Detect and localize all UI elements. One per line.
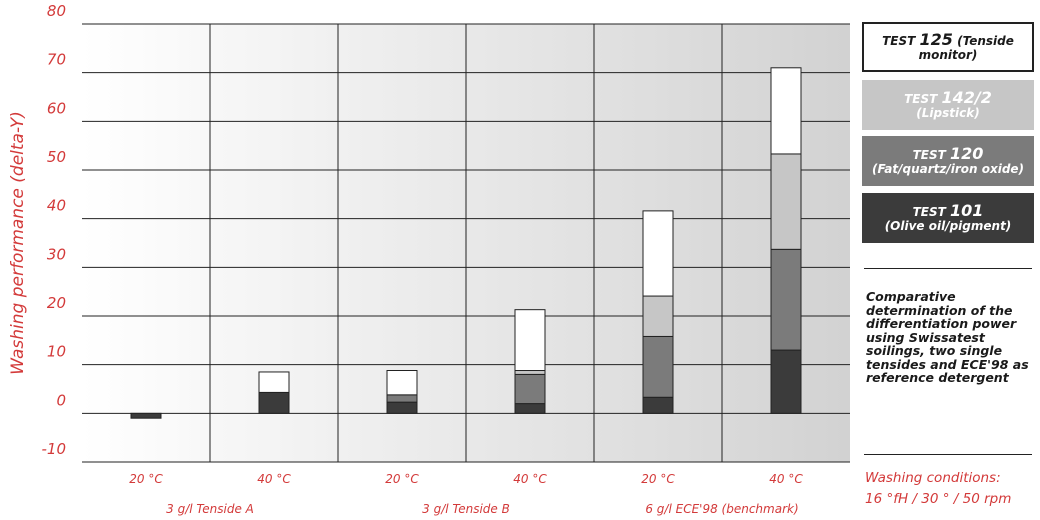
x-axis: 20 °C 40 °C 20 °C 40 °C 20 °C 40 °C 3 g/l Tens… [129, 472, 803, 516]
y-tick-label: 80 [47, 2, 66, 20]
bar-segment [771, 154, 801, 249]
y-tick-label: 0 [56, 391, 66, 409]
bar-segment [387, 371, 417, 395]
bar-segment [515, 371, 545, 375]
bar-segment [131, 413, 161, 418]
y-tick-label: -10 [42, 440, 67, 458]
x-tick-label: 40 °C [257, 472, 291, 486]
bar-segment [515, 404, 545, 414]
bar-segment [771, 249, 801, 350]
x-tick-label: 40 °C [513, 472, 547, 486]
washing-conditions: Washing conditions: 16 °fH / 30 ° / 50 r… [865, 468, 1040, 510]
y-tick-label: 30 [47, 245, 66, 263]
bar-segment [259, 372, 289, 392]
conditions-line: Washing conditions: [865, 468, 1040, 489]
group-label: 3 g/l Tenside B [422, 502, 510, 516]
y-axis-label: Washing performance (delta-Y) [8, 111, 28, 375]
bar-segment [643, 211, 673, 296]
bar-segment [259, 392, 289, 413]
bar-segment [643, 336, 673, 397]
bar-segment [515, 310, 545, 371]
y-tick-label: 20 [47, 294, 66, 312]
y-tick-label: 10 [47, 343, 66, 361]
bar-segment [515, 374, 545, 403]
divider [864, 454, 1032, 455]
group-label: 3 g/l Tenside A [166, 502, 254, 516]
group-label: 6 g/l ECE'98 (benchmark) [645, 502, 798, 516]
x-tick-label: 20 °C [641, 472, 675, 486]
bar-segment [387, 402, 417, 413]
washing-performance-chart: 80 70 60 50 40 30 20 10 0 -10 20 °C 40 °C 20 °C 40 °… [0, 0, 860, 520]
legend-item-test-125: TEST 125 (Tenside monitor) [862, 22, 1034, 72]
y-tick-label: 50 [47, 148, 66, 166]
chart-description: Comparative determination of the differe… [866, 290, 1036, 385]
y-tick-label: 70 [47, 51, 66, 69]
y-tick-label: 60 [47, 99, 66, 117]
conditions-line: 16 °fH / 30 ° / 50 rpm [865, 489, 1040, 510]
divider [864, 268, 1032, 269]
bar-segment [643, 397, 673, 413]
x-tick-label: 20 °C [129, 472, 163, 486]
legend-item-test-142-2: TEST 142/2 (Lipstick) [862, 80, 1034, 130]
legend-item-test-120: TEST 120 (Fat/quartz/iron oxide) [862, 136, 1034, 186]
bar-segment [387, 395, 417, 402]
bar-segment [643, 296, 673, 336]
y-axis: 80 70 60 50 40 30 20 10 0 -10 [42, 2, 67, 458]
bar-segment [771, 68, 801, 154]
x-tick-label: 20 °C [385, 472, 419, 486]
legend-item-test-101: TEST 101 (Olive oil/pigment) [862, 193, 1034, 243]
bar-segment [771, 350, 801, 413]
y-tick-label: 40 [47, 197, 66, 215]
x-tick-label: 40 °C [769, 472, 803, 486]
